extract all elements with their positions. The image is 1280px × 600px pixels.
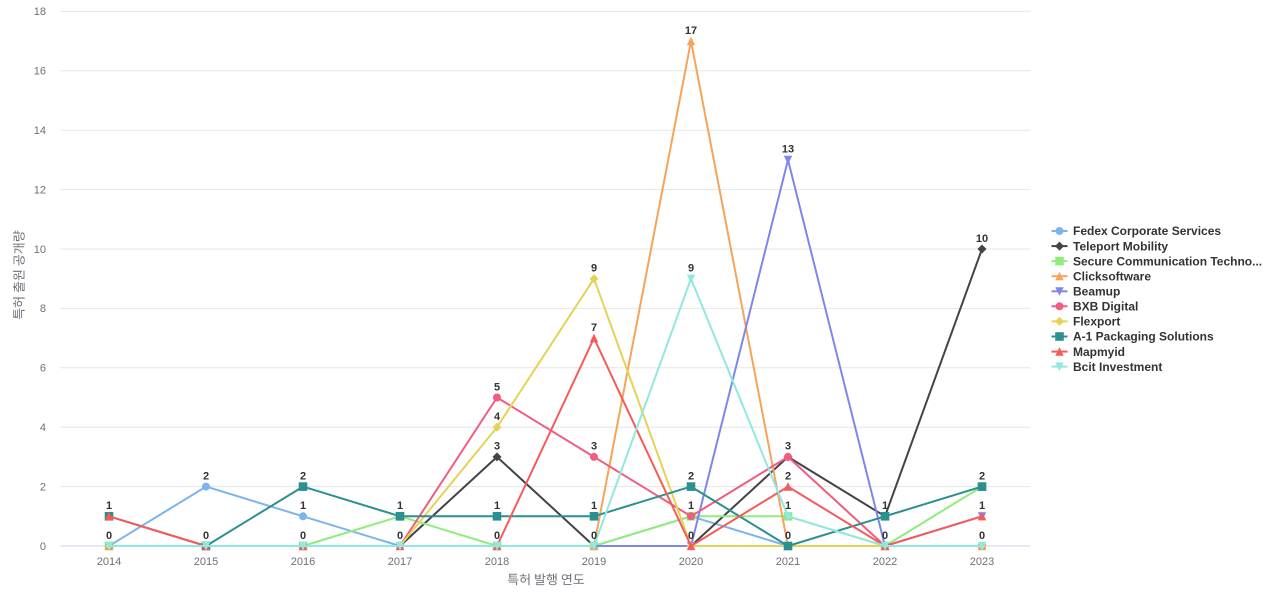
svg-text:2021: 2021	[776, 556, 800, 568]
svg-text:BXB Digital: BXB Digital	[1073, 300, 1138, 314]
svg-text:2: 2	[979, 470, 985, 482]
svg-text:2: 2	[300, 470, 306, 482]
svg-text:17: 17	[685, 25, 697, 37]
svg-text:3: 3	[785, 441, 791, 453]
svg-text:2017: 2017	[388, 556, 412, 568]
svg-text:0: 0	[785, 530, 791, 542]
svg-text:0: 0	[494, 530, 500, 542]
svg-text:0: 0	[688, 530, 694, 542]
svg-text:2023: 2023	[970, 556, 994, 568]
svg-text:4: 4	[40, 422, 46, 434]
svg-text:1: 1	[106, 500, 112, 512]
svg-text:9: 9	[688, 263, 694, 275]
svg-text:0: 0	[300, 530, 306, 542]
svg-text:14: 14	[34, 125, 46, 137]
svg-text:2016: 2016	[291, 556, 315, 568]
svg-text:0: 0	[979, 530, 985, 542]
svg-text:13: 13	[782, 144, 794, 156]
svg-text:Flexport: Flexport	[1073, 315, 1120, 329]
svg-text:2022: 2022	[873, 556, 897, 568]
svg-text:1: 1	[785, 500, 791, 512]
svg-text:0: 0	[591, 530, 597, 542]
svg-text:0: 0	[882, 530, 888, 542]
svg-text:5: 5	[494, 381, 500, 393]
svg-text:Secure Communication Techno...: Secure Communication Techno...	[1073, 254, 1262, 268]
svg-text:1: 1	[397, 500, 403, 512]
svg-text:10: 10	[976, 233, 988, 245]
svg-text:1: 1	[882, 500, 888, 512]
svg-text:2020: 2020	[679, 556, 703, 568]
svg-text:Mapmyid: Mapmyid	[1073, 345, 1125, 359]
svg-text:4: 4	[494, 411, 501, 423]
svg-text:7: 7	[591, 322, 597, 334]
svg-text:Teleport Mobility: Teleport Mobility	[1073, 239, 1168, 253]
svg-text:12: 12	[34, 184, 46, 196]
svg-text:16: 16	[34, 66, 46, 78]
svg-text:2015: 2015	[194, 556, 218, 568]
svg-text:18: 18	[34, 6, 46, 18]
svg-text:0: 0	[397, 530, 403, 542]
svg-text:1: 1	[591, 500, 597, 512]
svg-text:2019: 2019	[582, 556, 606, 568]
svg-text:0: 0	[106, 530, 112, 542]
svg-text:1: 1	[494, 500, 500, 512]
svg-text:0: 0	[40, 541, 46, 553]
svg-text:2018: 2018	[485, 556, 509, 568]
svg-text:Clicksoftware: Clicksoftware	[1073, 269, 1151, 283]
svg-text:8: 8	[40, 303, 46, 315]
svg-text:1: 1	[300, 500, 306, 512]
svg-text:2: 2	[203, 470, 209, 482]
svg-text:10: 10	[34, 244, 46, 256]
svg-text:9: 9	[591, 263, 597, 275]
svg-text:A-1 Packaging Solutions: A-1 Packaging Solutions	[1073, 330, 1214, 344]
svg-text:2: 2	[40, 481, 46, 493]
svg-text:Fedex Corporate Services: Fedex Corporate Services	[1073, 224, 1221, 238]
svg-text:3: 3	[591, 441, 597, 453]
svg-text:3: 3	[494, 441, 500, 453]
svg-text:2: 2	[785, 470, 791, 482]
svg-text:2: 2	[688, 470, 694, 482]
svg-text:2014: 2014	[97, 556, 121, 568]
svg-text:Bcit Investment: Bcit Investment	[1073, 360, 1162, 374]
svg-text:0: 0	[203, 530, 209, 542]
svg-text:Beamup: Beamup	[1073, 285, 1120, 299]
svg-text:1: 1	[688, 500, 694, 512]
svg-text:6: 6	[40, 363, 46, 375]
svg-text:1: 1	[979, 500, 985, 512]
